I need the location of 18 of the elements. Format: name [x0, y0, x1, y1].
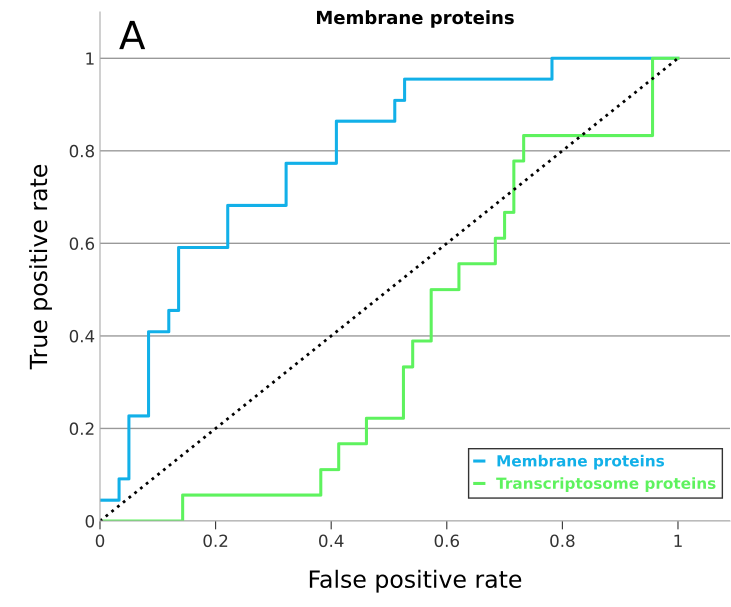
- x-tick-label: 0.8: [550, 534, 574, 548]
- y-tick-label: 0.2: [70, 422, 94, 436]
- x-axis-title: False positive rate: [310, 570, 522, 593]
- x-tick-label: 0.2: [203, 534, 228, 548]
- annotation: A: [119, 20, 146, 50]
- y-axis-title: True positive rate: [29, 164, 52, 370]
- x-tick-label: 0: [96, 534, 104, 548]
- x-tick-label: 1: [674, 534, 682, 547]
- x-tick-label: 0.6: [434, 534, 459, 548]
- legend-label: Transcriptosome proteins: [496, 477, 716, 492]
- y-tick-label: 0.6: [70, 237, 94, 250]
- legend-label: Membrane proteins: [498, 454, 664, 470]
- x-tick-label: 0.4: [319, 534, 344, 548]
- y-tick-label: 1: [86, 52, 94, 65]
- y-tick-label: 0: [86, 514, 94, 528]
- chart-title: Membrane proteins: [316, 10, 514, 28]
- y-tick-label: 0.4: [70, 330, 94, 342]
- y-tick-label: 0.8: [70, 144, 94, 158]
